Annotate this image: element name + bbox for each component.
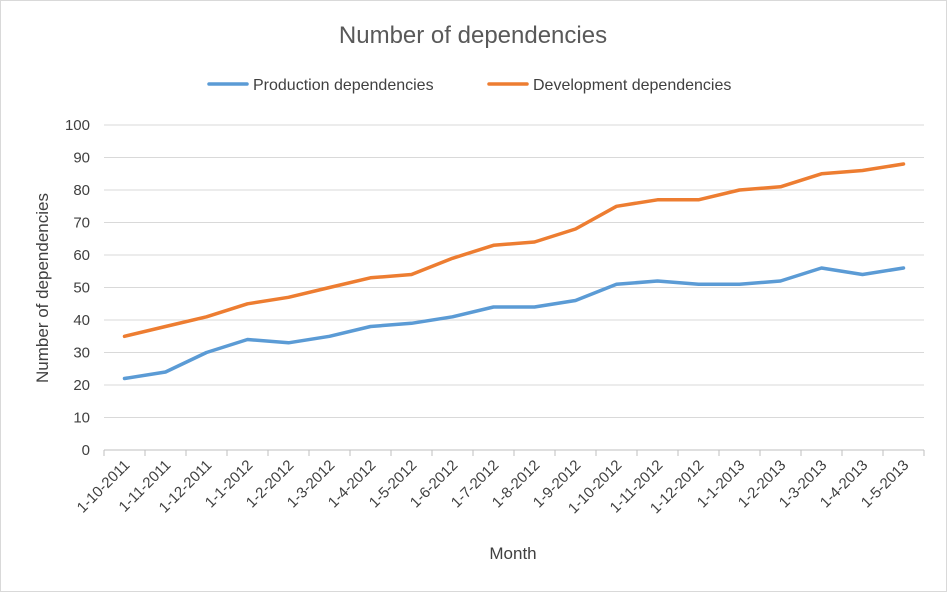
- y-tick-label: 60: [73, 247, 90, 264]
- y-tick-label: 0: [82, 442, 90, 459]
- y-tick-label: 40: [73, 312, 90, 329]
- y-tick-label: 20: [73, 377, 90, 394]
- legend-label-development: Development dependencies: [533, 77, 731, 94]
- x-axis-ticks: 1-10-20111-11-20111-12-20111-1-20121-2-2…: [74, 450, 925, 517]
- y-tick-label: 30: [73, 345, 90, 362]
- y-axis-label: Number of dependencies: [33, 193, 52, 383]
- y-tick-label: 100: [65, 117, 90, 134]
- y-tick-label: 70: [73, 215, 90, 232]
- series-line-development: [122, 162, 906, 339]
- chart-title: Number of dependencies: [339, 22, 607, 49]
- y-axis-ticks: 0 10 20 30 40 50 60 70 80 90 100: [65, 117, 90, 459]
- series-line-production: [122, 266, 906, 381]
- legend-label-production: Production dependencies: [253, 77, 434, 94]
- y-tick-label: 90: [73, 150, 90, 167]
- gridlines: [104, 124, 924, 451]
- legend: Production dependencies Development depe…: [207, 77, 731, 94]
- series-lines: [122, 162, 906, 381]
- y-tick-label: 50: [73, 280, 90, 297]
- y-tick-label: 10: [73, 410, 90, 427]
- x-axis-label: Month: [489, 544, 536, 563]
- y-tick-label: 80: [73, 182, 90, 199]
